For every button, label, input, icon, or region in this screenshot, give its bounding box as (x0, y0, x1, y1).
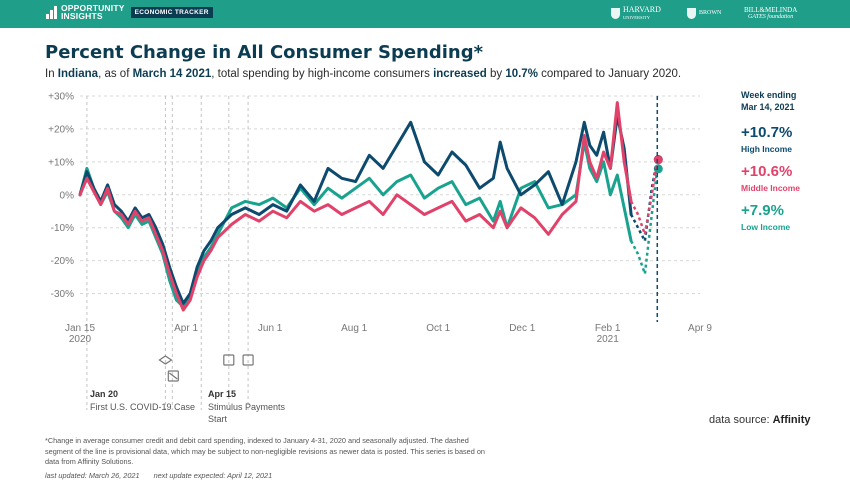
data-source: data source: Affinity (709, 414, 811, 426)
school-closure-icon (158, 355, 173, 365)
subtitle-part-5: compared to January 2020. (537, 68, 682, 80)
gates-foundation-logo[interactable]: BILL&MELINDA GATES foundation (744, 7, 797, 21)
x-tick-label: Oct 1 (426, 323, 450, 334)
series-line-high-income (78, 114, 633, 305)
series-provisional-middle-income (629, 159, 659, 240)
high-income-value: +10.7% (741, 124, 793, 141)
logo-line-1: OPPORTUNITY (61, 3, 125, 13)
brown-crest-icon (687, 8, 696, 19)
y-tick-label: -20% (51, 256, 74, 267)
x-tick-label: Apr 1 (174, 323, 198, 334)
brown-name: BROWN (699, 10, 722, 16)
brown-logo[interactable]: BROWN (687, 8, 721, 19)
update-info: last updated: March 26, 2021 next update… (45, 471, 276, 480)
event-label-covid: First U.S. COVID-19 Case (90, 402, 196, 412)
x-tick-year: 2021 (597, 334, 620, 345)
x-tick-label: Apr 9 (688, 323, 712, 334)
gates-line-1: BILL&MELINDA (744, 6, 798, 14)
y-tick-label: 0% (60, 190, 75, 201)
subtitle-part-2: , as of (98, 68, 133, 80)
data-source-name[interactable]: Affinity (772, 414, 811, 426)
low-income-label: Low Income (741, 222, 791, 232)
y-tick-label: +10% (48, 157, 74, 168)
harvard-sub: UNIVERSITY (623, 15, 650, 20)
series-line-low-income (78, 140, 633, 309)
next-update: next update expected: April 12, 2021 (153, 471, 273, 480)
y-tick-label: -10% (51, 223, 74, 234)
store-reopening-icon (223, 354, 235, 366)
event-date-covid: Jan 20 (90, 389, 119, 399)
subtitle-part-4: by (486, 68, 506, 80)
low-income-value: +7.9% (741, 202, 784, 219)
subtitle-value: 10.7% (505, 68, 538, 80)
footnote: *Change in average consumer credit and d… (45, 436, 485, 466)
week-ending-line-1: Week ending (741, 90, 797, 100)
gates-line-2: GATES foundation (748, 14, 794, 20)
week-ending-line-2: Mar 14, 2021 (741, 102, 795, 112)
subtitle-date: March 14 2021 (132, 68, 212, 80)
harvard-logo[interactable]: HARVARD UNIVERSITY (611, 6, 661, 21)
subtitle-state: Indiana (57, 68, 99, 80)
y-tick-label: +20% (48, 124, 74, 135)
harvard-crest-icon (611, 8, 620, 19)
header-bar: OPPORTUNITY INSIGHTS ECONOMIC TRACKER HA… (0, 0, 850, 28)
high-income-label: High Income (741, 144, 793, 154)
x-tick-label: Jan 15 (65, 323, 95, 334)
x-tick-label: Aug 1 (341, 323, 368, 334)
business-closure-icon (167, 370, 179, 382)
subtitle-part-1: In (45, 68, 58, 80)
store-reopening-icon-2 (242, 354, 254, 366)
event-date-stimulus: Apr 15 (208, 389, 237, 399)
x-tick-year: 2020 (69, 334, 92, 345)
series-endpoint-middle-income (653, 155, 663, 165)
page-title: Percent Change in All Consumer Spending* (45, 42, 484, 63)
logo-line-2: INSIGHTS (61, 11, 103, 21)
subtitle-part-3: , total spending by high-income consumer… (211, 68, 434, 80)
series-line-middle-income (78, 101, 633, 312)
data-source-label: data source: (709, 414, 770, 426)
y-tick-label: +30% (48, 92, 74, 103)
business-closure-icon-mark (168, 372, 178, 380)
middle-income-label: Middle Income (741, 183, 801, 193)
opportunity-insights-logo[interactable]: OPPORTUNITY INSIGHTS ECONOMIC TRACKER (46, 4, 213, 20)
event-label-stimulus: Stimulus Payments Start (208, 402, 286, 424)
bar-chart-icon (46, 5, 58, 19)
subtitle-direction: increased (433, 68, 487, 80)
week-ending-label: Week ending Mar 14, 2021 (741, 89, 796, 113)
x-tick-label: Jun 1 (258, 323, 283, 334)
harvard-name: HARVARD (623, 5, 661, 14)
page-subtitle: In Indiana, as of March 14 2021, total s… (45, 68, 681, 80)
y-tick-label: -30% (51, 289, 74, 300)
x-tick-label: Dec 1 (509, 323, 536, 334)
last-updated: last updated: March 26, 2021 (45, 471, 140, 480)
series-provisional-low-income (629, 168, 659, 275)
economic-tracker-badge: ECONOMIC TRACKER (130, 6, 213, 18)
middle-income-value: +10.6% (741, 163, 793, 180)
x-tick-label: Feb 1 (595, 323, 621, 334)
